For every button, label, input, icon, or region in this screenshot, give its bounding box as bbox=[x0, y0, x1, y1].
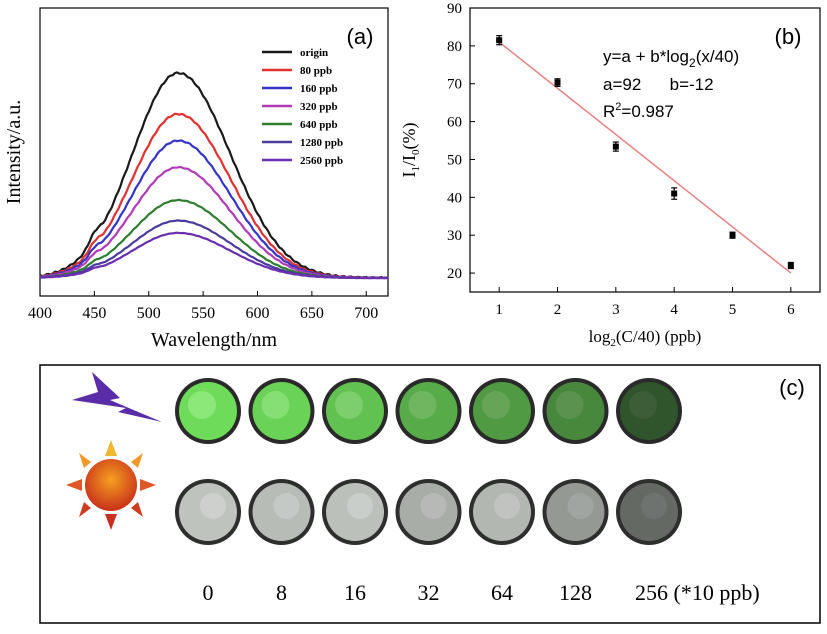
concentration-label-3: 32 bbox=[418, 580, 440, 605]
fit-r-squared: R2=0.987 bbox=[603, 101, 674, 121]
panel-a-x-ticks: 400 450 500 550 600 650 700 bbox=[28, 291, 378, 322]
x-tick-label-450: 450 bbox=[82, 305, 106, 322]
panel-c: (c) 0 8 16 32 64 128 256 (*10 ppb) bbox=[39, 364, 821, 624]
panel-a-curves bbox=[39, 71, 389, 280]
concentration-label-0: 0 bbox=[203, 580, 214, 605]
uv-dish-glow-2 bbox=[335, 391, 363, 419]
concentration-label-2: 16 bbox=[344, 580, 366, 605]
uv-lightning-icon bbox=[72, 372, 162, 422]
panel-b-fit-line bbox=[498, 41, 792, 274]
uv-dish-glow-6 bbox=[629, 391, 657, 419]
legend-label-origin: origin bbox=[300, 47, 328, 59]
day-dish-highlight-4 bbox=[494, 493, 520, 519]
day-dish-highlight-0 bbox=[200, 493, 226, 519]
data-point-6 bbox=[787, 262, 794, 269]
panel-c-frame bbox=[39, 364, 821, 624]
panel-c-concentration-labels: 0 8 16 32 64 128 256 (*10 ppb) bbox=[203, 580, 760, 605]
concentration-label-1: 8 bbox=[276, 580, 287, 605]
panel-a-y-label: Intensity/a.u. bbox=[3, 100, 25, 204]
b-x-tick-label-2: 2 bbox=[554, 302, 562, 318]
b-y-tick-label-30: 30 bbox=[447, 228, 462, 244]
panel-a-x-label: Wavelength/nm bbox=[151, 329, 278, 351]
panel-a-legend: origin 80 ppb 160 ppb 320 ppb 640 ppb 1280 pp… bbox=[262, 47, 343, 167]
panel-b: 1 2 3 4 5 6 20 30 40 50 60 70 80 90 (b) y=a + b*log2(… bbox=[399, 1, 821, 349]
spectrum-line-2560-ppb bbox=[39, 231, 389, 280]
day-dish-highlight-1 bbox=[273, 493, 300, 519]
day-dish-highlight-5 bbox=[567, 493, 594, 519]
b-y-tick-label-90: 90 bbox=[447, 1, 462, 17]
x-tick-label-650: 650 bbox=[300, 305, 324, 322]
panel-b-frame bbox=[469, 7, 821, 293]
day-dish-highlight-3 bbox=[420, 493, 447, 519]
fit-parameters: a=92 b=-12 bbox=[603, 75, 714, 94]
linear-fit-line bbox=[498, 41, 792, 274]
uv-dish-glow-3 bbox=[408, 391, 437, 419]
concentration-label-4: 64 bbox=[491, 580, 513, 605]
day-dish-highlight-2 bbox=[347, 493, 373, 519]
b-y-tick-label-60: 60 bbox=[447, 115, 462, 131]
b-y-tick-label-40: 40 bbox=[447, 190, 462, 206]
panel-a-label: (a) bbox=[347, 24, 374, 49]
data-point-1 bbox=[496, 37, 503, 44]
x-tick-label-700: 700 bbox=[354, 305, 378, 322]
b-y-tick-label-80: 80 bbox=[447, 39, 462, 55]
data-point-4 bbox=[671, 190, 678, 197]
uv-dish-glow-1 bbox=[261, 391, 290, 419]
legend-label-1280-ppb: 1280 ppb bbox=[300, 137, 343, 149]
concentration-label-6: 256 (*10 ppb) bbox=[635, 580, 760, 605]
b-x-tick-label-5: 5 bbox=[729, 302, 737, 318]
fit-equation: y=a + b*log2(x/40) bbox=[603, 47, 739, 70]
data-point-5 bbox=[729, 232, 736, 239]
panel-c-label: (c) bbox=[779, 375, 805, 400]
b-y-tick-label-20: 20 bbox=[447, 266, 462, 282]
x-tick-label-600: 600 bbox=[246, 305, 270, 322]
panel-b-points bbox=[496, 35, 794, 270]
panel-b-y-label: I1/I0(%) bbox=[399, 123, 422, 178]
b-y-tick-label-50: 50 bbox=[447, 152, 462, 168]
b-x-tick-label-1: 1 bbox=[495, 302, 503, 318]
panel-b-ticks: 1 2 3 4 5 6 20 30 40 50 60 70 80 90 bbox=[447, 1, 795, 318]
uv-dish-glow-0 bbox=[188, 391, 216, 419]
data-point-3 bbox=[612, 143, 619, 150]
concentration-label-5: 128 bbox=[559, 580, 592, 605]
data-point-2 bbox=[554, 79, 561, 86]
x-tick-label-500: 500 bbox=[137, 305, 161, 322]
b-x-tick-label-6: 6 bbox=[787, 302, 795, 318]
day-dish-highlight-6 bbox=[641, 493, 667, 519]
b-x-tick-label-4: 4 bbox=[670, 302, 678, 318]
sun-icon bbox=[66, 440, 156, 530]
legend-label-2560-ppb: 2560 ppb bbox=[300, 155, 343, 167]
uv-dish-glow-4 bbox=[482, 391, 510, 419]
panel-a: 400 450 500 550 600 650 700 origin 80 ppb 160 pp… bbox=[3, 7, 389, 351]
panel-c-dishes bbox=[175, 378, 682, 545]
legend-label-640-ppb: 640 ppb bbox=[300, 119, 338, 131]
panel-b-x-label: log2(C/40) (ppb) bbox=[589, 327, 702, 349]
b-y-tick-label-70: 70 bbox=[447, 77, 462, 93]
b-x-tick-label-3: 3 bbox=[612, 302, 620, 318]
legend-label-320-ppb: 320 ppb bbox=[300, 101, 338, 113]
panel-a-frame bbox=[39, 7, 389, 297]
legend-label-80-ppb: 80 ppb bbox=[300, 65, 332, 77]
panel-b-label: (b) bbox=[775, 24, 802, 49]
uv-dish-glow-5 bbox=[555, 391, 584, 419]
x-tick-label-550: 550 bbox=[191, 305, 215, 322]
legend-label-160-ppb: 160 ppb bbox=[300, 83, 338, 95]
x-tick-label-400: 400 bbox=[28, 305, 52, 322]
